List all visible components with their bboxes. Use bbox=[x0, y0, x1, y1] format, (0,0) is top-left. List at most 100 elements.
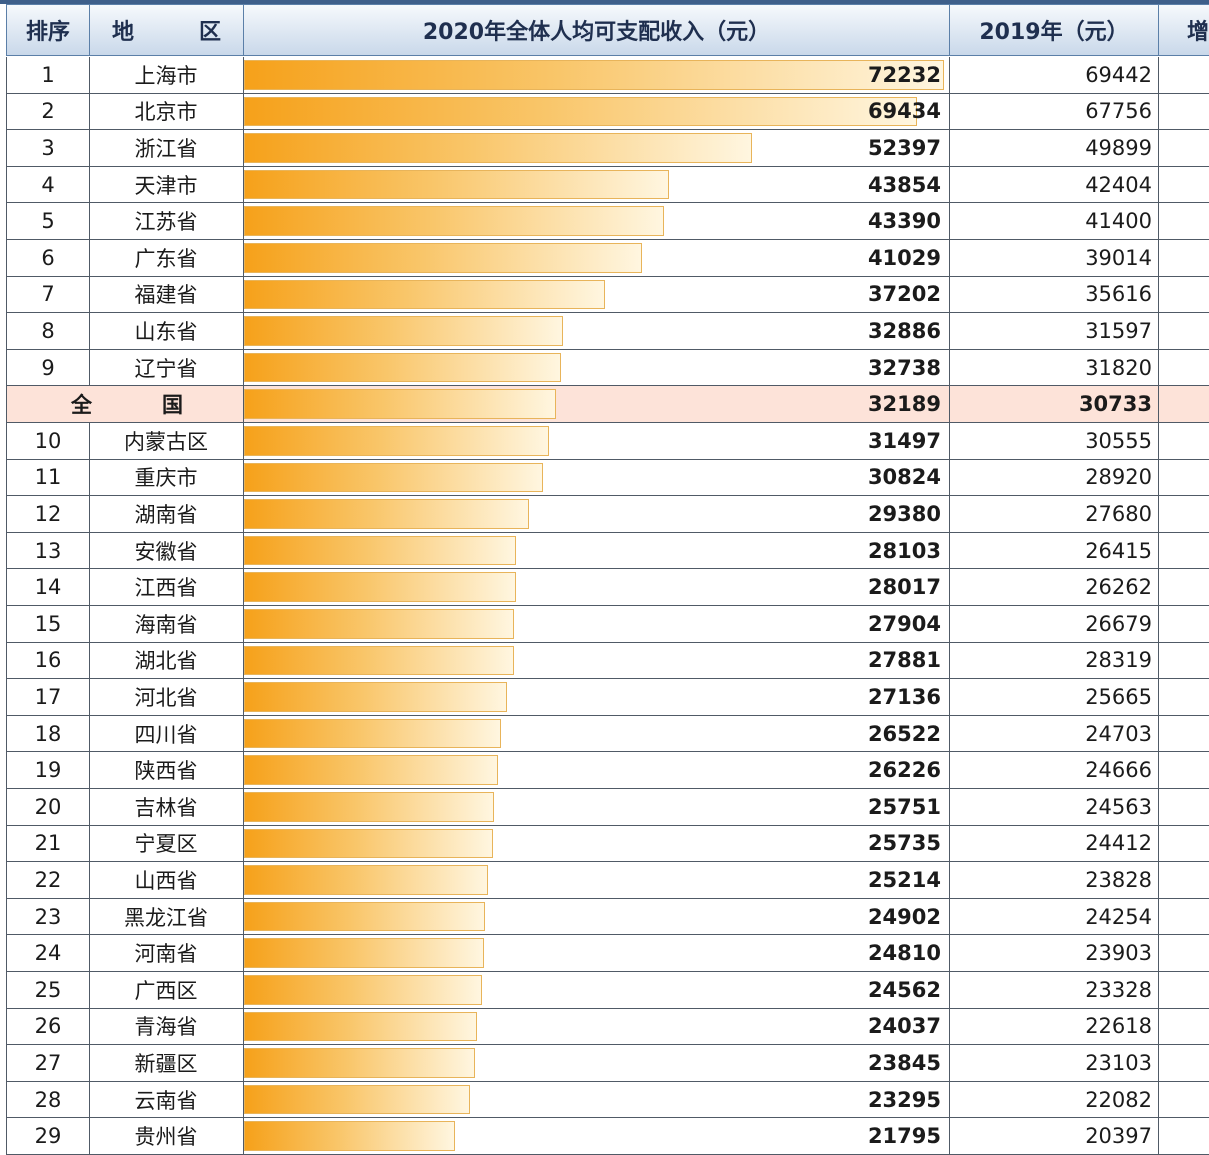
income-2020-value: 32738 bbox=[867, 355, 941, 380]
national-label-a: 全 bbox=[71, 393, 92, 418]
table-row: 6 广东省 41029 39014 bbox=[6, 240, 1209, 277]
income-bar bbox=[244, 316, 563, 346]
income-bar bbox=[244, 572, 516, 602]
rank-cell: 5 bbox=[6, 203, 90, 239]
income-2020-value: 29380 bbox=[867, 501, 941, 526]
income-2020-value: 24902 bbox=[867, 904, 941, 929]
table-row: 23 黑龙江省 24902 24254 bbox=[6, 898, 1209, 936]
income-2019-value: 42404 bbox=[949, 166, 1159, 203]
rank-cell: 13 bbox=[6, 532, 90, 569]
growth-cell bbox=[1158, 277, 1209, 313]
income-2019-value: 23828 bbox=[949, 862, 1159, 898]
rank-cell: 25 bbox=[6, 972, 90, 1008]
region-cell: 海南省 bbox=[89, 606, 244, 642]
region-cell: 北京市 bbox=[89, 93, 244, 130]
region-cell: 青海省 bbox=[89, 1008, 244, 1045]
income-bar bbox=[244, 96, 917, 127]
region-cell: 重庆市 bbox=[89, 459, 244, 496]
growth-cell bbox=[1158, 460, 1209, 496]
growth-cell bbox=[1158, 1082, 1209, 1118]
income-2019-value: 23103 bbox=[949, 1045, 1159, 1081]
growth-cell bbox=[1158, 386, 1209, 422]
income-bar bbox=[244, 352, 562, 383]
income-2020-value: 25214 bbox=[867, 867, 941, 892]
income-2020-cell: 32886 bbox=[243, 313, 950, 349]
growth-cell bbox=[1158, 496, 1209, 532]
growth-cell bbox=[1158, 533, 1209, 569]
rank-cell: 11 bbox=[6, 459, 90, 496]
income-2019-value: 49899 bbox=[949, 130, 1159, 166]
rank-cell: 14 bbox=[6, 569, 90, 605]
income-bar bbox=[244, 1011, 477, 1042]
header-income-2020: 2020年全体人均可支配收入（元） bbox=[243, 4, 950, 56]
income-bar bbox=[244, 1048, 476, 1078]
national-label-b: 国 bbox=[162, 393, 183, 418]
header-growth: 增 bbox=[1158, 4, 1209, 56]
income-bar bbox=[244, 1084, 470, 1115]
income-2020-cell: 52397 bbox=[243, 130, 950, 166]
income-2020-value: 27904 bbox=[867, 611, 941, 636]
rank-cell: 16 bbox=[6, 642, 90, 679]
region-cell: 黑龙江省 bbox=[89, 898, 244, 935]
income-2020-cell: 27136 bbox=[243, 679, 950, 715]
income-2019-value: 24666 bbox=[949, 752, 1159, 788]
rank-cell: 22 bbox=[6, 862, 90, 898]
income-bar bbox=[244, 1121, 456, 1151]
rank-cell: 4 bbox=[6, 166, 90, 203]
table-row: 7 福建省 37202 35616 bbox=[6, 276, 1209, 314]
income-2019-value: 41400 bbox=[949, 203, 1159, 239]
income-2019-value: 67756 bbox=[949, 93, 1159, 130]
rank-cell: 8 bbox=[6, 313, 90, 349]
income-2020-cell: 30824 bbox=[243, 459, 950, 496]
income-2020-value: 43854 bbox=[867, 172, 941, 197]
income-2020-value: 52397 bbox=[867, 135, 941, 160]
rank-cell: 28 bbox=[6, 1081, 90, 1118]
income-2020-cell: 21795 bbox=[243, 1118, 950, 1154]
income-bar bbox=[244, 828, 494, 859]
income-2020-cell: 41029 bbox=[243, 240, 950, 276]
table-row: 11 重庆市 30824 28920 bbox=[6, 459, 1209, 497]
income-2020-cell: 24037 bbox=[243, 1008, 950, 1045]
income-bar bbox=[244, 975, 483, 1005]
income-2019-value: 24412 bbox=[949, 825, 1159, 862]
region-cell: 吉林省 bbox=[89, 789, 244, 825]
table-row: 8 山东省 32886 31597 bbox=[6, 313, 1209, 350]
income-bar bbox=[244, 426, 550, 456]
income-2020-cell: 24810 bbox=[243, 935, 950, 971]
growth-cell bbox=[1158, 716, 1209, 752]
region-cell: 天津市 bbox=[89, 166, 244, 203]
income-2020-cell: 27881 bbox=[243, 642, 950, 679]
income-bar bbox=[244, 279, 605, 310]
table-row: 22 山西省 25214 23828 bbox=[6, 862, 1209, 899]
income-2020-value: 28103 bbox=[867, 538, 941, 563]
rank-cell: 9 bbox=[6, 349, 90, 386]
income-2020-cell: 24902 bbox=[243, 898, 950, 935]
region-cell: 贵州省 bbox=[89, 1118, 244, 1154]
table-row: 21 宁夏区 25735 24412 bbox=[6, 825, 1209, 863]
region-cell: 广东省 bbox=[89, 240, 244, 276]
income-2019-value: 26262 bbox=[949, 569, 1159, 605]
income-2019-value: 20397 bbox=[949, 1118, 1159, 1154]
table-row: 15 海南省 27904 26679 bbox=[6, 606, 1209, 643]
growth-cell bbox=[1158, 313, 1209, 349]
region-cell: 河南省 bbox=[89, 935, 244, 971]
income-2020-value: 43390 bbox=[867, 209, 941, 234]
region-cell: 四川省 bbox=[89, 715, 244, 752]
income-2020-cell: 23295 bbox=[243, 1081, 950, 1118]
income-bar bbox=[244, 645, 515, 676]
income-2020-cell: 32738 bbox=[243, 349, 950, 386]
income-2019-value: 23328 bbox=[949, 972, 1159, 1008]
income-2020-value: 37202 bbox=[867, 282, 941, 307]
region-cell: 湖南省 bbox=[89, 496, 244, 532]
rank-cell: 27 bbox=[6, 1045, 90, 1081]
income-2020-value: 27136 bbox=[867, 684, 941, 709]
income-2020-cell: 69434 bbox=[243, 93, 950, 130]
table-row: 17 河北省 27136 25665 bbox=[6, 679, 1209, 716]
rank-cell: 26 bbox=[6, 1008, 90, 1045]
growth-cell bbox=[1158, 1009, 1209, 1045]
income-bar bbox=[244, 718, 502, 749]
growth-cell bbox=[1158, 862, 1209, 898]
income-2019-value: 30555 bbox=[949, 423, 1159, 459]
growth-cell bbox=[1158, 935, 1209, 971]
